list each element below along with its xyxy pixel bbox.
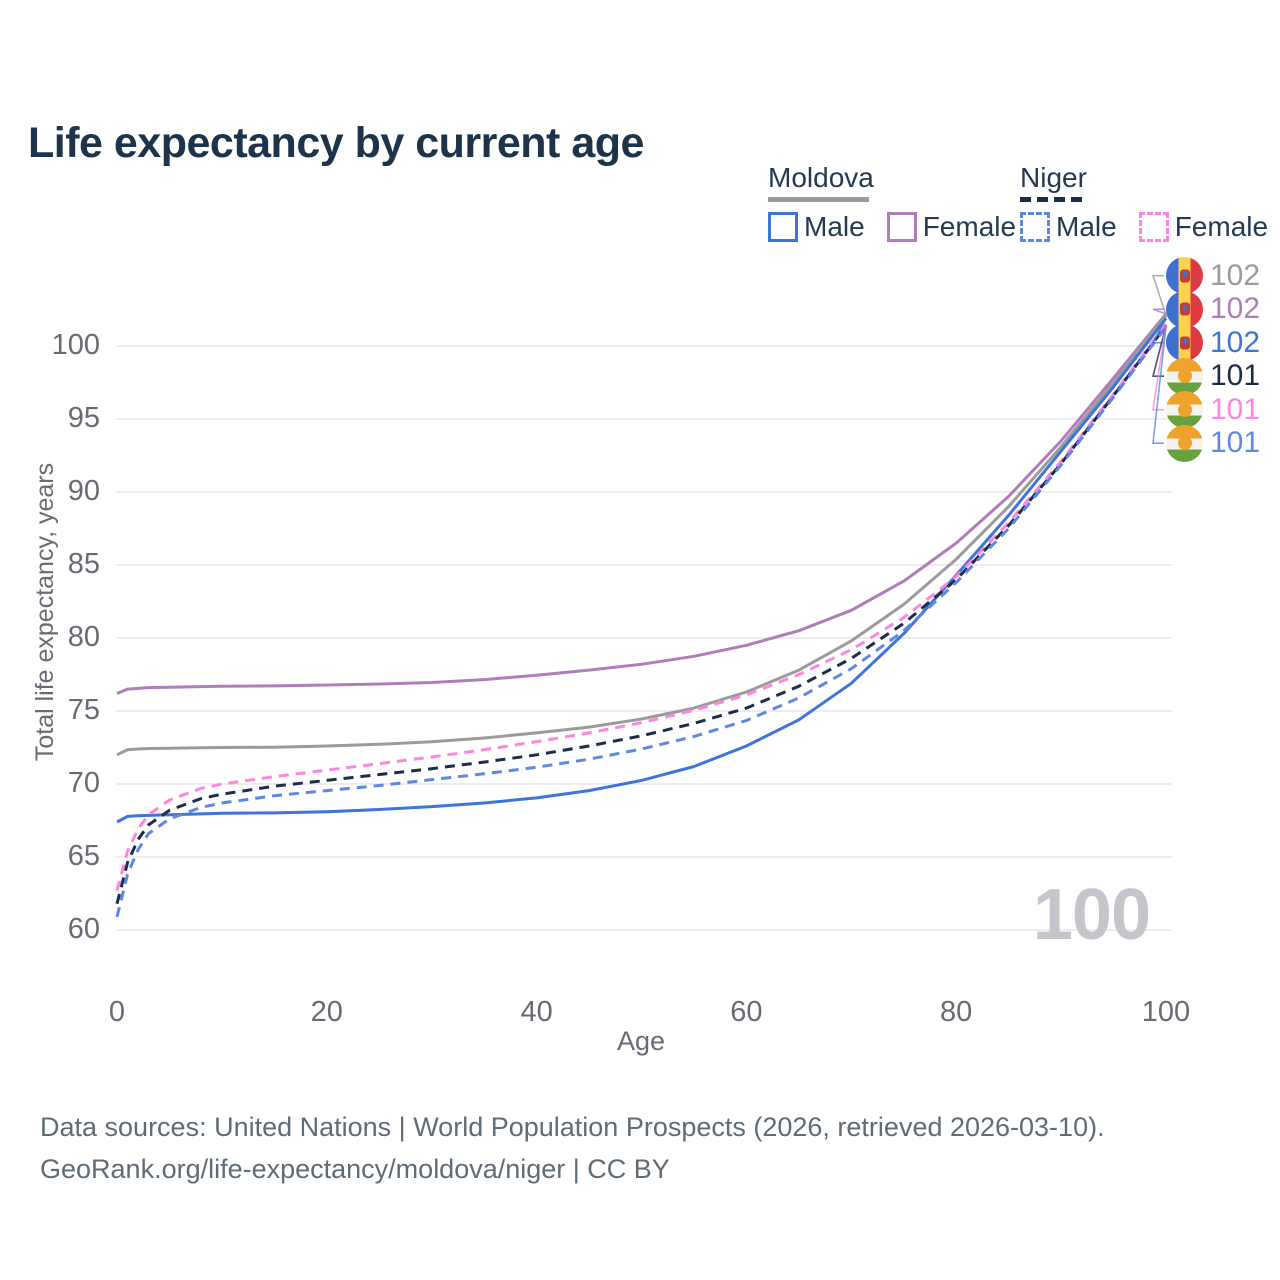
y-tick-80: 80 [67,621,100,653]
moldova-flag-icon [1166,324,1203,362]
moldova-female-swatch-icon[interactable] [886,212,917,242]
legend-group-niger: Niger Male Female [1020,162,1268,243]
end-label-value: 102 [1210,292,1261,326]
legend-moldova-female-label[interactable]: Female [922,211,1017,242]
legend-moldova-title[interactable]: Moldova [768,162,874,193]
x-tick-60: 60 [730,996,763,1028]
legend-niger-title[interactable]: Niger [1020,162,1087,193]
footer: Data sources: United Nations | World Pop… [40,1106,1105,1190]
x-tick-100: 100 [1141,996,1191,1028]
y-tick-75: 75 [67,694,100,726]
age-counter-watermark: 100 [1032,875,1151,955]
moldova-male-swatch-icon[interactable] [768,212,798,242]
x-tick-20: 20 [310,996,343,1028]
end-label-value: 101 [1210,392,1261,426]
x-tick-0: 0 [108,996,126,1028]
moldova-flag-icon [1166,257,1203,295]
end-label-row: 102 [1166,257,1261,295]
end-label-row: 101 [1166,357,1261,395]
page-title: Life expectancy by current age [28,118,644,167]
moldova-flag-icon [1166,290,1203,328]
legend-group-moldova: Moldova Male Female [768,162,1016,243]
niger-flag-icon [1166,424,1203,462]
leader-line-moldova_male [1151,317,1167,344]
series-line-niger_male [115,326,1168,918]
leader-line-niger_total [1151,325,1167,377]
end-label-value: 101 [1210,426,1261,460]
legend-niger-male-label[interactable]: Male [1056,211,1117,242]
y-tick-70: 70 [67,767,100,799]
x-tick-80: 80 [940,996,973,1028]
leader-line-moldova_total [1151,274,1167,316]
y-tick-60: 60 [67,913,100,945]
leader-line-niger_female [1152,323,1167,411]
y-tick-65: 65 [67,840,100,872]
series-line-moldova_male [116,317,1168,824]
y-tick-85: 85 [67,548,100,580]
series-end-labels: 102 102 102 101 101 101 [1166,257,1261,462]
series-line-niger_female [115,323,1168,891]
moldova-total-line-swatch [768,197,869,202]
niger-total-line-swatch [1020,197,1086,202]
niger-male-swatch-icon[interactable] [1020,212,1050,242]
series-line-niger_total [115,324,1168,905]
leader-line-niger_male [1152,326,1167,444]
niger-flag-icon [1166,391,1203,429]
end-label-row: 102 [1166,324,1261,362]
end-label-row: 101 [1166,391,1261,429]
series-line-moldova_female [116,312,1168,695]
end-label-value: 102 [1210,325,1261,359]
x-tick-40: 40 [520,996,553,1028]
legend-moldova-male-label[interactable]: Male [804,211,865,242]
niger-female-swatch-icon[interactable] [1138,212,1169,242]
series-line-moldova_total [116,314,1168,757]
legend-niger-female-label[interactable]: Female [1174,211,1269,242]
footer-sources: Data sources: United Nations | World Pop… [40,1112,1105,1142]
y-tick-95: 95 [67,402,100,434]
leader-line-moldova_female [1152,308,1167,315]
y-axis-title: Total life expectancy, years [31,462,59,762]
end-label-value: 102 [1210,258,1261,292]
end-label-value: 101 [1210,359,1261,393]
footer-attribution: GeoRank.org/life-expectancy/moldova/nige… [40,1154,670,1184]
end-label-row: 101 [1166,424,1261,462]
end-label-row: 102 [1166,290,1261,328]
x-axis-title: Age [616,1026,666,1056]
y-tick-90: 90 [67,475,100,507]
y-tick-100: 100 [51,329,100,361]
niger-flag-icon [1166,357,1203,395]
